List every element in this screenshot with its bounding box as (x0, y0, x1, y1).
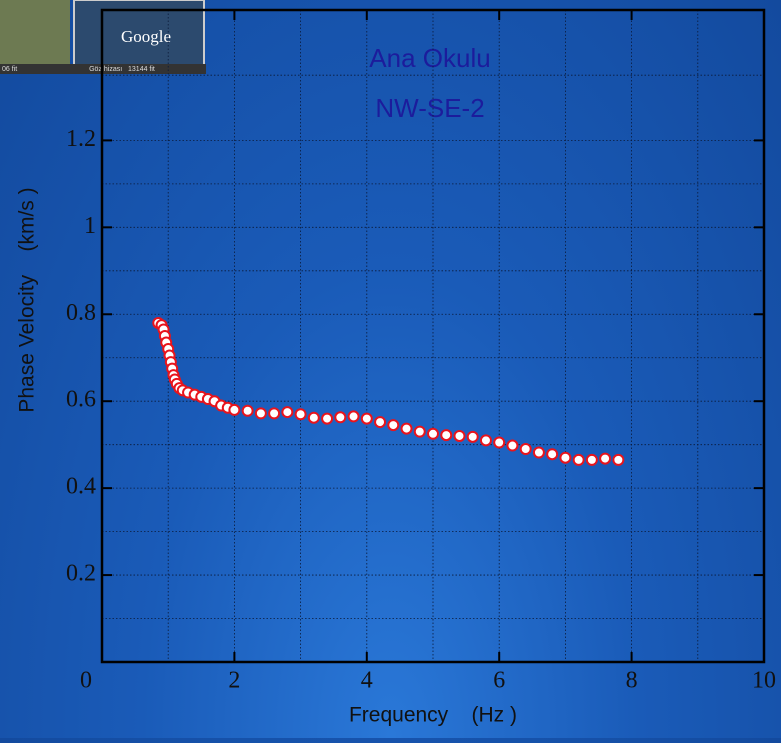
data-point (334, 411, 347, 424)
y-tick-label: 0.8 (66, 300, 96, 326)
map-eye-alt: Göz hizası 13144 fit (89, 66, 155, 73)
x-tick-label: 10 (752, 668, 776, 694)
y-tick-label: 0.2 (66, 561, 96, 587)
map-thumbnail: Google Göz hizası 13144 fit 06 fit (0, 0, 206, 74)
y-tick-label: 1.2 (66, 126, 96, 152)
chart-subtitle: NW-SE-2 (375, 93, 484, 123)
data-point (612, 453, 625, 466)
y-tick-label: 0.4 (66, 474, 96, 500)
map-brand: Google (121, 27, 171, 46)
x-tick-label: 6 (493, 668, 505, 694)
y-tick-label: 0.6 (66, 387, 96, 413)
plot-frame (100, 8, 766, 664)
data-point (360, 412, 373, 425)
data-point (413, 425, 426, 438)
x-tick-label: 8 (626, 668, 638, 694)
data-point (347, 410, 360, 423)
y-tick-label: 1 (84, 213, 96, 239)
data-point (294, 408, 307, 421)
data-point (241, 404, 254, 417)
chart-title: Ana Okulu (369, 43, 490, 73)
data-point (559, 451, 572, 464)
data-point (387, 419, 400, 432)
data-point (585, 453, 598, 466)
data-point (479, 434, 492, 447)
data-point (519, 443, 532, 456)
data-point (268, 407, 281, 420)
data-point (440, 429, 453, 442)
map-scale: 06 fit (2, 66, 17, 73)
y-axis-label: Phase Velocity (km/s ) (16, 187, 39, 412)
x-tick-label: 4 (361, 668, 373, 694)
data-point (532, 446, 545, 459)
data-point (228, 403, 241, 416)
data-point (281, 406, 294, 419)
data-point (374, 416, 387, 429)
x-tick-label: 2 (228, 668, 240, 694)
data-point (321, 412, 334, 425)
x-axis-label: Frequency (Hz ) (349, 704, 517, 727)
data-point (506, 439, 519, 452)
data-point (546, 448, 559, 461)
data-point (453, 429, 466, 442)
data-point (493, 436, 506, 449)
data-point (599, 452, 612, 465)
data-point (572, 453, 585, 466)
data-point (427, 427, 439, 440)
data-point (254, 407, 267, 420)
data-point (466, 430, 479, 443)
data-point (307, 411, 320, 424)
x-tick-label: 0 (80, 668, 92, 694)
data-point (400, 422, 413, 435)
